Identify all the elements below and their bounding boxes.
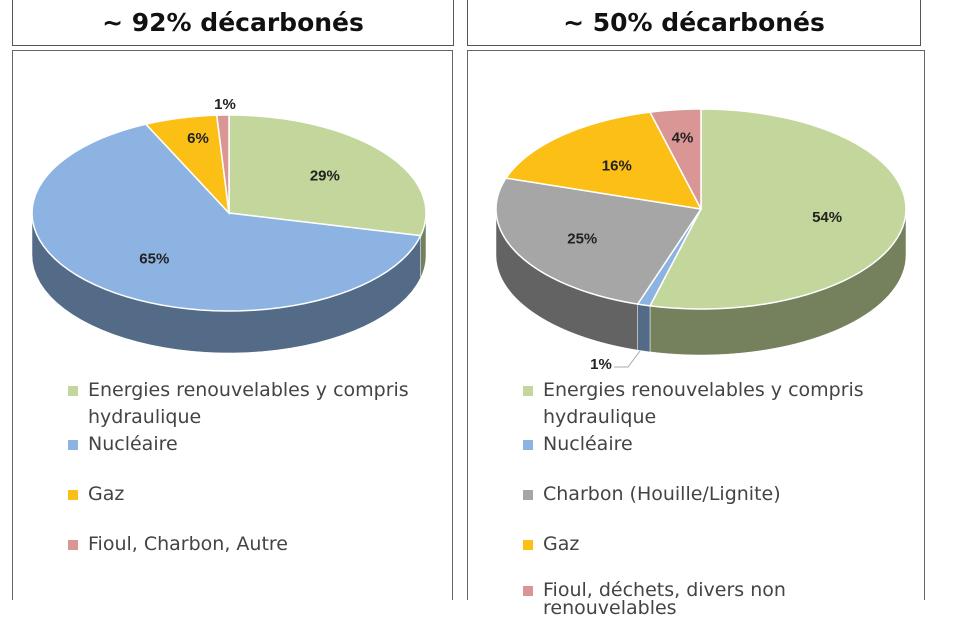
legend-label: Nucléaire [543, 433, 633, 455]
legend-label: Gaz [88, 483, 125, 505]
data-label: 1% [590, 356, 612, 373]
legend: Energies renouvelables y compris hydraul… [68, 377, 448, 581]
data-label: 6% [187, 130, 209, 147]
legend-label: Energies renouvelables y compris hydraul… [88, 379, 409, 428]
legend-label: Fioul, Charbon, Autre [88, 533, 288, 555]
header-left: ~ 92% décarbonés [12, 0, 454, 46]
data-label: 25% [567, 231, 597, 248]
leader-line [614, 350, 641, 368]
data-label: 1% [214, 96, 236, 113]
legend-item: Energies renouvelables y compris hydraul… [68, 377, 448, 431]
data-label: 54% [812, 209, 842, 226]
data-label: 4% [672, 130, 694, 147]
header-right: ~ 50% décarbonés [467, 0, 921, 46]
legend-item: Nucléaire [523, 431, 903, 481]
pie-slice [31, 123, 422, 312]
data-label: 29% [310, 167, 340, 184]
pie-slice-side [637, 303, 651, 353]
data-label: 65% [139, 251, 169, 268]
legend-label: Gaz [543, 533, 580, 555]
legend-item: Gaz [523, 531, 903, 581]
legend-swatch [68, 540, 78, 550]
pie-slice [215, 114, 230, 214]
pie-svg: 29% 65% 6% 1% [31, 96, 427, 354]
legend-label: Energies renouvelables y compris hydraul… [543, 379, 864, 428]
legend-swatch [523, 586, 533, 596]
legend-swatch [68, 386, 78, 396]
legend-item: Charbon (Houille/Lignite) [523, 481, 903, 531]
legend-item: Energies renouvelables y compris hydraul… [523, 377, 903, 431]
legend: Energies renouvelables y compris hydraul… [523, 377, 903, 618]
legend-label: Nucléaire [88, 433, 178, 455]
pie-slice [495, 177, 703, 305]
legend-label: Charbon (Houille/Lignite) [543, 483, 781, 505]
legend-swatch [523, 386, 533, 396]
data-label: 16% [602, 157, 632, 174]
legend-swatch [523, 540, 533, 550]
legend-swatch [523, 490, 533, 500]
legend-item: Nucléaire [68, 431, 448, 481]
pie-slice [228, 114, 427, 237]
legend-item: Fioul, déchets, divers non renouvelables [523, 581, 903, 618]
pie-slice [648, 108, 702, 210]
legend-swatch [68, 440, 78, 450]
pie-svg: 54% 1% 25% 16% 4% [495, 108, 907, 373]
legend-swatch [68, 490, 78, 500]
legend-item: Gaz [68, 481, 448, 531]
pie-chart-right: 54% 1% 25% 16% 4% Energies renouvelables y c… [467, 50, 925, 618]
legend-label: Fioul, déchets, divers non renouvelables [543, 579, 786, 619]
pie-slice [144, 114, 231, 216]
pie-chart-left: 29% 65% 6% 1% Energies renouvelables y comp… [12, 50, 453, 600]
legend-item: Fioul, Charbon, Autre [68, 531, 448, 581]
pie-slice [648, 108, 907, 310]
legend-swatch [523, 440, 533, 450]
pie-slice [504, 111, 703, 210]
